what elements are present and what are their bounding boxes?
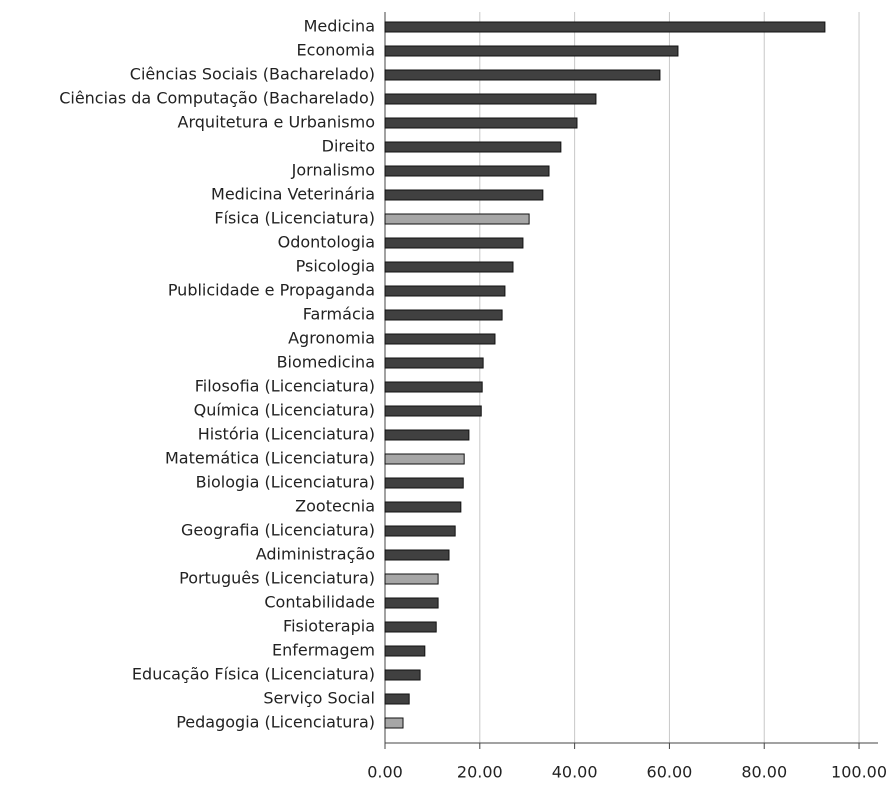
y-tick-label: Adiministração — [256, 545, 375, 564]
y-tick-label: Farmácia — [303, 305, 375, 324]
y-tick-label: Português (Licenciatura) — [179, 569, 375, 588]
bar — [384, 645, 426, 657]
y-tick-label: Zootecnia — [295, 497, 375, 516]
y-tick-label: Jornalismo — [291, 161, 375, 180]
y-tick-label: Educação Física (Licenciatura) — [132, 665, 375, 684]
y-tick-label: Medicina — [304, 17, 375, 36]
y-tick-label: Geografia (Licenciatura) — [181, 521, 375, 540]
bar — [384, 237, 524, 249]
bar — [384, 141, 562, 153]
y-tick-label: Enfermagem — [272, 641, 375, 660]
bar — [384, 45, 679, 57]
y-tick-label: Publicidade e Propaganda — [168, 281, 375, 300]
x-tick-label: 0.00 — [367, 763, 403, 782]
y-tick-label: Psicologia — [296, 257, 375, 276]
bar — [384, 405, 482, 417]
bar — [384, 21, 826, 33]
bar — [384, 93, 597, 105]
bar — [384, 309, 503, 321]
bar — [384, 549, 450, 561]
y-tick-label: Fisioterapia — [283, 617, 375, 636]
bar — [384, 669, 421, 681]
bar — [384, 165, 550, 177]
y-tick-label: Filosofia (Licenciatura) — [195, 377, 375, 396]
bar — [384, 621, 437, 633]
y-tick-label: Matemática (Licenciatura) — [165, 449, 375, 468]
y-tick-label: Ciências da Computação (Bacharelado) — [59, 89, 375, 108]
y-tick-label: Biologia (Licenciatura) — [196, 473, 375, 492]
y-tick-label: Contabilidade — [264, 593, 375, 612]
x-tick-label: 100.00 — [831, 763, 887, 782]
bar — [384, 357, 484, 369]
bar — [384, 501, 462, 513]
y-tick-label: Medicina Veterinária — [211, 185, 375, 204]
bar — [384, 717, 404, 729]
bar — [384, 117, 578, 129]
bar — [384, 333, 496, 345]
bar — [384, 213, 530, 225]
bar — [384, 573, 439, 585]
y-tick-label: Agronomia — [288, 329, 375, 348]
bar — [384, 261, 514, 273]
bar — [384, 525, 456, 537]
x-tick-label: 20.00 — [457, 763, 503, 782]
y-tick-label: Física (Licenciatura) — [214, 209, 375, 228]
y-tick-label: Serviço Social — [263, 689, 375, 708]
bar — [384, 453, 465, 465]
y-tick-label: Biomedicina — [277, 353, 375, 372]
bar — [384, 477, 464, 489]
y-tick-label: História (Licenciatura) — [198, 425, 375, 444]
y-tick-label: Odontologia — [278, 233, 375, 252]
bar — [384, 381, 483, 393]
bar — [384, 693, 410, 705]
y-tick-label: Química (Licenciatura) — [194, 401, 375, 420]
bar — [384, 69, 661, 81]
y-tick-label: Economia — [297, 41, 375, 60]
y-tick-label: Direito — [322, 137, 375, 156]
y-tick-label: Pedagogia (Licenciatura) — [176, 713, 375, 732]
bar — [384, 429, 470, 441]
x-tick-label: 80.00 — [741, 763, 787, 782]
bar — [384, 597, 439, 609]
bar — [384, 189, 544, 201]
x-tick-label: 60.00 — [647, 763, 693, 782]
y-tick-label: Ciências Sociais (Bacharelado) — [130, 65, 375, 84]
x-tick-label: 40.00 — [552, 763, 598, 782]
y-tick-label: Arquitetura e Urbanismo — [178, 113, 375, 132]
bar — [384, 285, 506, 297]
